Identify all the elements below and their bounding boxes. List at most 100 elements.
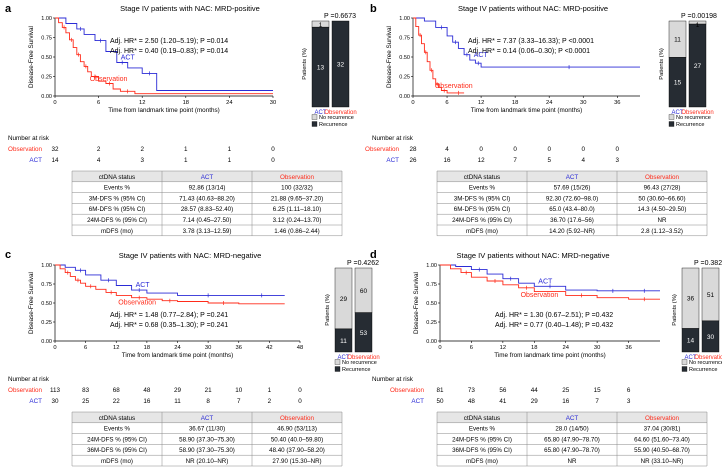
table-cell: 14.20 (5.92–NR): [549, 228, 595, 235]
risk-value: 4: [445, 146, 449, 153]
legend-label: Recurrence: [342, 367, 370, 373]
risk-value: 7: [595, 398, 599, 405]
table-cell: 3.12 (0.24–13.70): [273, 217, 322, 224]
curve-label-observation: Observation: [90, 76, 128, 83]
risk-value: 1: [268, 387, 272, 394]
panel-b: b Stage IV patients without NAC: MRD-posi…: [365, 3, 717, 237]
x-tick-label: 18: [183, 100, 189, 106]
bar-label-no-recurrence: 36: [687, 296, 695, 303]
km-curve-act: [413, 17, 640, 68]
y-tick-label: 1.00: [426, 263, 437, 269]
risk-row-label: ACT: [29, 398, 42, 405]
risk-value: 3: [616, 157, 620, 164]
risk-value: 5: [547, 157, 551, 164]
table-cell: 28.57 (8.83–52.40): [181, 206, 233, 213]
panel-c: c Stage IV patients with NAC: MRD-negativ…: [5, 249, 380, 467]
y-tick-label: 0.75: [41, 282, 52, 288]
km-curve-observation: [440, 264, 660, 300]
risk-value: 83: [82, 387, 90, 394]
table-cell: 21.88 (9.65–37.20): [271, 195, 323, 202]
legend-swatch: [681, 359, 688, 365]
curve-label-act: ACT: [121, 54, 136, 61]
x-tick-label: 30: [205, 345, 211, 351]
table-cell: 55.90 (40.50–68.70): [634, 447, 690, 454]
x-tick-label: 30: [580, 100, 586, 106]
x-tick-label: 0: [53, 100, 56, 106]
bar-recurrence: [354, 312, 373, 353]
x-tick-label: 24: [174, 345, 181, 351]
risk-row-label: Observation: [365, 146, 399, 153]
risk-value: 16: [143, 398, 151, 405]
table-cell: 37.04 (30/81): [644, 426, 681, 433]
legend-swatch: [668, 121, 675, 127]
table-header-cell: ctDNA status: [464, 415, 500, 422]
bar-recurrence: [701, 320, 720, 353]
risk-value: 48: [143, 387, 151, 394]
table-cell: 65.80 (47.90–78.70): [544, 436, 600, 443]
table-header-cell: Observation: [280, 174, 314, 181]
bar-recurrence: [334, 328, 353, 353]
table-cell: 36M-DFS % (95% CI): [452, 447, 512, 454]
bar-label-recurrence: 30: [707, 334, 715, 341]
table-cell: Events %: [104, 426, 131, 433]
y-tick-label: 0.00: [399, 94, 410, 100]
legend-swatch: [681, 366, 688, 372]
table-cell: 50.40 (40.0–59.80): [271, 436, 323, 443]
bar-recurrence: [668, 57, 687, 108]
y-tick-label: 0.25: [426, 320, 437, 326]
risk-value: 16: [444, 157, 452, 164]
table-cell: 65.80 (47.90–78.70): [544, 447, 600, 454]
risk-value: 68: [113, 387, 121, 394]
table-cell: 7.14 (0.45–27.50): [183, 217, 232, 224]
hr-annotation: Adj. HR* = 7.37 (3.33–16.33); P <0.0001: [468, 38, 594, 45]
risk-row-label: ACT: [386, 157, 399, 164]
risk-value: 0: [513, 146, 517, 153]
table-cell: 2.8 (1.12–3.52): [641, 228, 683, 235]
p-value: P =0.6673: [324, 13, 356, 20]
risk-value: 15: [594, 387, 602, 394]
x-tick-label: 18: [531, 345, 537, 351]
curve-label-act: ACT: [474, 52, 489, 59]
curve-label-act: ACT: [136, 282, 151, 289]
y-axis-label: Disease-Free Survival: [28, 26, 35, 88]
risk-value: 1: [228, 146, 232, 153]
x-tick-label: 30: [594, 345, 600, 351]
legend-swatch: [668, 114, 675, 120]
table-cell: Events %: [104, 185, 131, 192]
risk-value: 41: [499, 398, 507, 405]
x-tick-label: 36: [625, 345, 631, 351]
risk-title: Number at risk: [8, 135, 50, 142]
panel-letter: c: [5, 249, 11, 261]
table-header-cell: ACT: [201, 174, 214, 181]
y-axis-label: Disease-Free Survival: [413, 272, 420, 334]
bar-y-label: Patients (%): [659, 48, 665, 80]
chart-title: Stage IV patients with NAC: MRD-positive: [120, 4, 260, 13]
table-header-bg: [72, 171, 342, 182]
panel-a: a Stage IV patients with NAC: MRD-positiv…: [5, 3, 357, 237]
table-cell: 50 (30.60–66.60): [638, 195, 685, 202]
risk-value: 44: [531, 387, 539, 394]
risk-value: 0: [581, 146, 585, 153]
km-curve-act: [55, 17, 273, 91]
table-cell: NR: [568, 458, 577, 465]
risk-value: 4: [581, 157, 585, 164]
table-cell: 36.67 (11/30): [189, 426, 225, 433]
x-axis-label: Time from landmark time point (months): [494, 352, 605, 359]
risk-value: 1: [228, 157, 232, 164]
table-cell: 71.43 (40.63–88.20): [179, 195, 235, 202]
legend-label: Recurrence: [319, 122, 347, 128]
table-cell: 6M-DFS % (95% CI): [454, 206, 510, 213]
risk-value: 7: [237, 398, 241, 405]
table-cell: 36.70 (17.6–56): [550, 217, 594, 224]
x-axis-label: Time from landmark time point (months): [471, 107, 582, 114]
risk-value: 21: [205, 387, 213, 394]
km-curve-observation: [413, 17, 465, 94]
x-tick-label: 6: [84, 345, 87, 351]
bar-label-no-recurrence: 60: [360, 288, 368, 295]
bar-label-recurrence: 32: [337, 62, 345, 69]
x-tick-label: 18: [512, 100, 518, 106]
bar-label-no-recurrence: 11: [674, 37, 681, 44]
risk-value: 0: [271, 146, 275, 153]
bar-label-recurrence: 53: [360, 330, 368, 337]
